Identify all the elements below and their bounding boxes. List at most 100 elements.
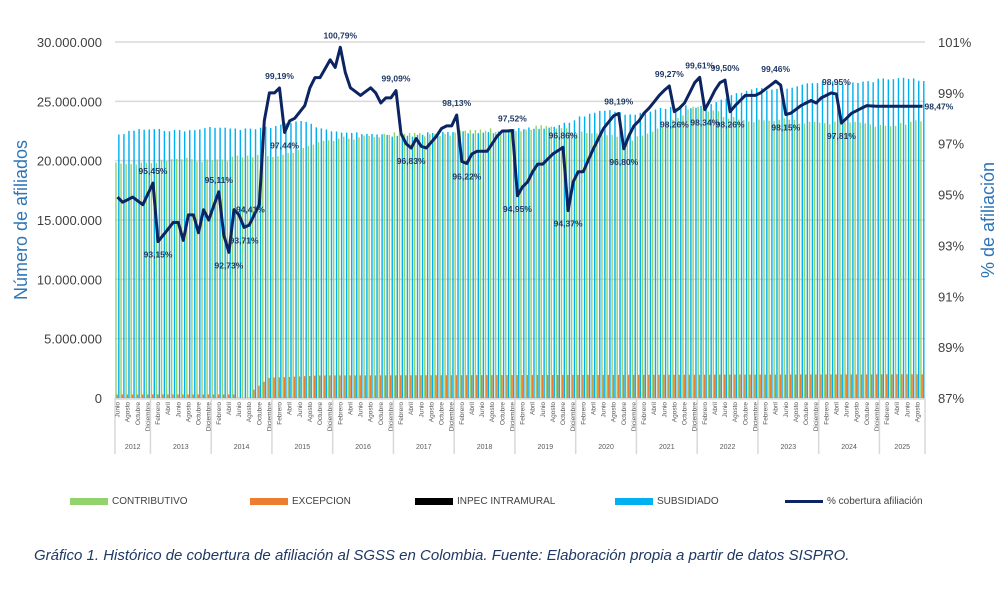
data-label: 92,73% [214,260,243,270]
bar-excepcion [536,375,539,398]
bar-excepcion [516,375,518,398]
x-tick-month: Junio [844,402,851,418]
bar-excepcion [217,394,220,398]
x-tick-month: Agosto [914,402,921,423]
bar-subsidiado [781,89,783,398]
bar-excepcion [637,374,640,398]
bar-subsidiado [614,111,616,399]
bar-excepcion [546,375,549,398]
bar-excepcion [789,374,792,398]
bar-contributivo [211,160,213,398]
x-tick-month: Agosto [854,402,861,423]
data-label: 96,22% [452,172,481,182]
legend-item-subsidiado[interactable]: SUBSIDIADO [615,496,719,507]
x-tick-year: 2022 [720,444,736,451]
bar-subsidiado [897,78,900,399]
bar-contributivo [317,142,320,398]
bar-excepcion [460,375,463,398]
bar-excepcion [526,375,529,398]
bar-contributivo [656,128,659,398]
x-tick-month: Abril [833,401,840,415]
bar-excepcion [562,374,564,398]
x-tick-month: Agosto [428,402,435,423]
bar-excepcion [683,374,685,398]
bar-contributivo [378,137,380,399]
bar-excepcion [632,374,635,398]
bar-subsidiado [609,110,611,399]
bar-contributivo [489,128,492,398]
bar-contributivo [839,119,841,399]
x-tick-month: Diciembre [631,402,638,432]
x-tick-month: Diciembre [449,402,456,432]
legend: CONTRIBUTIVO EXCEPCION INPEC INTRAMURAL … [70,496,970,510]
bar-excepcion [389,375,392,398]
bar-excepcion [121,394,124,398]
x-tick-month: Junio [479,402,486,418]
y-tick-label-right: 89% [938,340,964,355]
bar-contributivo [818,122,821,398]
bar-subsidiado [675,108,677,399]
bar-subsidiado [280,124,282,398]
bar-subsidiado [401,135,404,398]
x-tick-year: 2015 [295,444,311,451]
x-tick-month: Junio [722,402,729,418]
bar-subsidiado [892,79,895,398]
legend-item-contributivo[interactable]: CONTRIBUTIVO [70,496,188,507]
bar-contributivo [434,133,436,398]
bar-excepcion [283,377,286,398]
bar-excepcion [810,374,812,398]
x-tick-year: 2018 [477,444,493,451]
bar-subsidiado [847,82,849,399]
bar-subsidiado [437,133,439,398]
bar-excepcion [192,394,194,398]
bar-contributivo [621,137,623,399]
legend-item-inpec[interactable]: INPEC INTRAMURAL [415,496,555,507]
bar-subsidiado [761,88,763,398]
x-tick-year: 2023 [781,444,797,451]
bar-subsidiado [254,129,257,398]
x-tick-month: Febrero [459,402,466,425]
bar-subsidiado [386,134,388,398]
bar-excepcion [754,374,756,398]
legend-label: % cobertura afiliación [827,496,923,507]
x-tick-month: Junio [540,402,547,418]
bar-excepcion [379,375,382,398]
x-tick-month: Agosto [185,402,192,423]
legend-item-cobertura[interactable]: % cobertura afiliación [785,496,923,507]
bar-contributivo [515,131,517,398]
bar-excepcion [901,374,903,398]
bar-contributivo [419,133,421,398]
bar-excepcion [324,375,326,398]
bar-contributivo [859,122,861,398]
bar-subsidiado [224,127,226,399]
bar-contributivo [601,135,603,398]
bar-subsidiado [325,129,328,398]
bar-contributivo [667,123,669,399]
x-tick-month: Febrero [398,402,405,425]
bar-contributivo [221,159,223,398]
data-label: 98,95% [822,77,851,87]
bar-subsidiado [244,128,247,398]
y-tick-label-right: 99% [938,86,964,101]
bar-excepcion [126,394,129,398]
bar-subsidiado [710,104,712,399]
legend-item-excepcion[interactable]: EXCEPCION [250,496,351,507]
bar-excepcion [648,374,650,398]
bar-contributivo [575,133,578,399]
bar-excepcion [131,394,134,398]
x-tick-month: Diciembre [206,402,213,432]
bar-contributivo [702,107,704,398]
data-label: 94,95% [503,204,532,214]
x-tick-month: Abril [165,401,172,415]
bar-excepcion [369,375,372,398]
bar-contributivo [140,162,142,398]
x-tick-month: Junio [601,402,608,418]
bar-subsidiado [204,128,206,398]
bar-subsidiado [725,98,728,399]
data-label: 93,71% [230,235,259,245]
bar-excepcion [845,374,847,398]
bar-excepcion [278,377,280,398]
bar-contributivo [899,123,902,399]
bar-excepcion [207,394,210,398]
bar-subsidiado [644,112,647,398]
